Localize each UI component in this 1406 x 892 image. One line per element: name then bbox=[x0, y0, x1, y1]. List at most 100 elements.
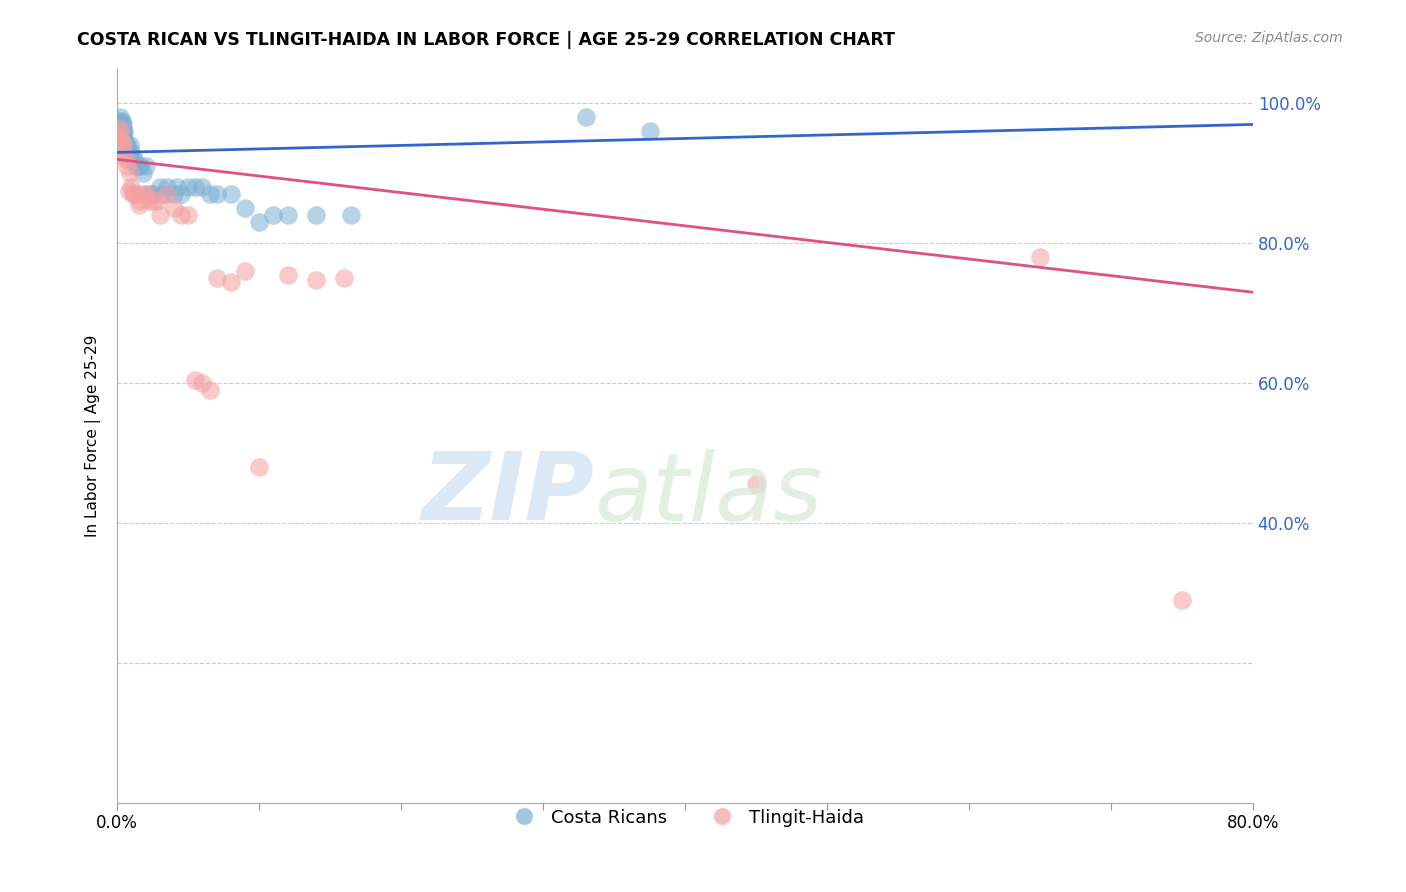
Point bbox=[112, 124, 135, 138]
Point bbox=[156, 187, 179, 202]
Point bbox=[138, 187, 160, 202]
Point bbox=[129, 160, 152, 174]
Point bbox=[110, 142, 132, 156]
Point bbox=[118, 138, 141, 153]
Point bbox=[112, 149, 135, 163]
Point bbox=[110, 114, 132, 128]
Point bbox=[111, 118, 134, 132]
Point bbox=[125, 187, 148, 202]
Point bbox=[198, 383, 221, 397]
Point bbox=[219, 187, 242, 202]
Point bbox=[163, 202, 186, 216]
Point bbox=[111, 128, 134, 142]
Point bbox=[114, 153, 136, 167]
Point bbox=[149, 180, 172, 194]
Point bbox=[163, 187, 186, 202]
Point bbox=[108, 118, 131, 132]
Point bbox=[1029, 250, 1052, 264]
Point bbox=[745, 477, 768, 491]
Point bbox=[262, 208, 284, 222]
Point bbox=[114, 138, 136, 153]
Point bbox=[122, 187, 145, 202]
Point bbox=[247, 215, 270, 229]
Point bbox=[110, 131, 132, 145]
Point bbox=[128, 198, 150, 212]
Point bbox=[115, 160, 138, 174]
Point bbox=[205, 271, 228, 285]
Point bbox=[138, 194, 160, 209]
Point bbox=[191, 180, 214, 194]
Point bbox=[115, 138, 138, 153]
Point bbox=[575, 111, 598, 125]
Point bbox=[132, 166, 155, 180]
Point bbox=[110, 135, 132, 149]
Point bbox=[108, 111, 131, 125]
Point bbox=[110, 118, 132, 132]
Point bbox=[184, 180, 207, 194]
Point bbox=[110, 124, 132, 138]
Point bbox=[305, 273, 328, 287]
Point bbox=[122, 153, 145, 167]
Point bbox=[277, 268, 299, 282]
Text: ZIP: ZIP bbox=[422, 449, 595, 541]
Point bbox=[117, 184, 139, 198]
Point bbox=[333, 271, 356, 285]
Y-axis label: In Labor Force | Age 25-29: In Labor Force | Age 25-29 bbox=[86, 334, 101, 537]
Point bbox=[146, 194, 169, 209]
Point bbox=[277, 208, 299, 222]
Point bbox=[107, 138, 129, 153]
Point bbox=[233, 264, 256, 278]
Point bbox=[107, 131, 129, 145]
Point bbox=[118, 166, 141, 180]
Point bbox=[125, 160, 148, 174]
Point bbox=[170, 187, 193, 202]
Point bbox=[142, 187, 165, 202]
Point bbox=[166, 180, 188, 194]
Point bbox=[108, 131, 131, 145]
Point bbox=[107, 124, 129, 138]
Point bbox=[129, 194, 152, 209]
Point bbox=[107, 120, 129, 135]
Point bbox=[191, 376, 214, 391]
Point bbox=[111, 138, 134, 153]
Point bbox=[108, 124, 131, 138]
Point bbox=[121, 180, 143, 194]
Point bbox=[177, 180, 200, 194]
Point bbox=[152, 187, 174, 202]
Text: COSTA RICAN VS TLINGIT-HAIDA IN LABOR FORCE | AGE 25-29 CORRELATION CHART: COSTA RICAN VS TLINGIT-HAIDA IN LABOR FO… bbox=[77, 31, 896, 49]
Point bbox=[121, 145, 143, 160]
Legend: Costa Ricans, Tlingit-Haida: Costa Ricans, Tlingit-Haida bbox=[499, 802, 872, 834]
Point bbox=[111, 124, 134, 138]
Point bbox=[247, 460, 270, 475]
Point bbox=[219, 275, 242, 289]
Point bbox=[107, 131, 129, 145]
Point bbox=[108, 124, 131, 138]
Point bbox=[110, 120, 132, 135]
Point bbox=[124, 187, 146, 202]
Point bbox=[233, 202, 256, 216]
Point bbox=[177, 208, 200, 222]
Point bbox=[205, 187, 228, 202]
Point bbox=[198, 187, 221, 202]
Point bbox=[108, 131, 131, 145]
Point bbox=[340, 208, 363, 222]
Point bbox=[107, 114, 129, 128]
Point bbox=[156, 180, 179, 194]
Text: Source: ZipAtlas.com: Source: ZipAtlas.com bbox=[1195, 31, 1343, 45]
Point bbox=[142, 194, 165, 209]
Point bbox=[1171, 592, 1194, 607]
Point bbox=[184, 373, 207, 387]
Point bbox=[305, 208, 328, 222]
Point bbox=[132, 187, 155, 202]
Point bbox=[114, 142, 136, 156]
Text: atlas: atlas bbox=[595, 449, 823, 540]
Point bbox=[135, 187, 157, 202]
Point bbox=[112, 131, 135, 145]
Point bbox=[107, 118, 129, 132]
Point bbox=[128, 160, 150, 174]
Point bbox=[117, 145, 139, 160]
Point bbox=[638, 124, 661, 138]
Point bbox=[124, 153, 146, 167]
Point bbox=[149, 208, 172, 222]
Point bbox=[135, 160, 157, 174]
